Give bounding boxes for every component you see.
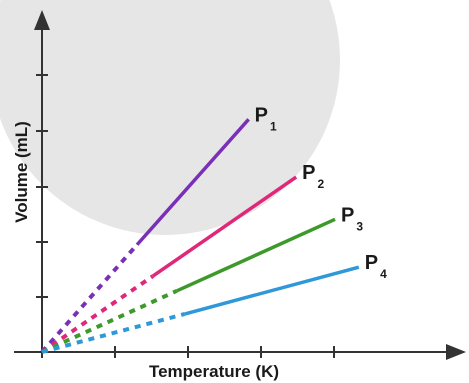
- series-2-line: [151, 175, 298, 278]
- series-layer: [40, 118, 360, 354]
- series-label-layer: P1 P 2 P 3P 4: [255, 104, 388, 281]
- series-3-extrapolation: [41, 289, 178, 354]
- series-3-line: [175, 217, 336, 293]
- y-axis-label: Volume (mL): [12, 121, 31, 223]
- y-axis-arrowhead: [34, 10, 50, 30]
- series-1-line: [135, 118, 250, 246]
- series-2-extrapolation: [40, 274, 155, 354]
- y-axis: [34, 10, 50, 358]
- series-4-line: [184, 265, 360, 316]
- series-1-label: P1: [255, 104, 277, 133]
- x-axis-label: Temperature (K): [149, 362, 279, 381]
- watermark: [0, 0, 340, 235]
- x-axis: [14, 344, 466, 360]
- x-axis-arrowhead: [446, 344, 466, 360]
- series-4-extrapolation: [41, 312, 186, 354]
